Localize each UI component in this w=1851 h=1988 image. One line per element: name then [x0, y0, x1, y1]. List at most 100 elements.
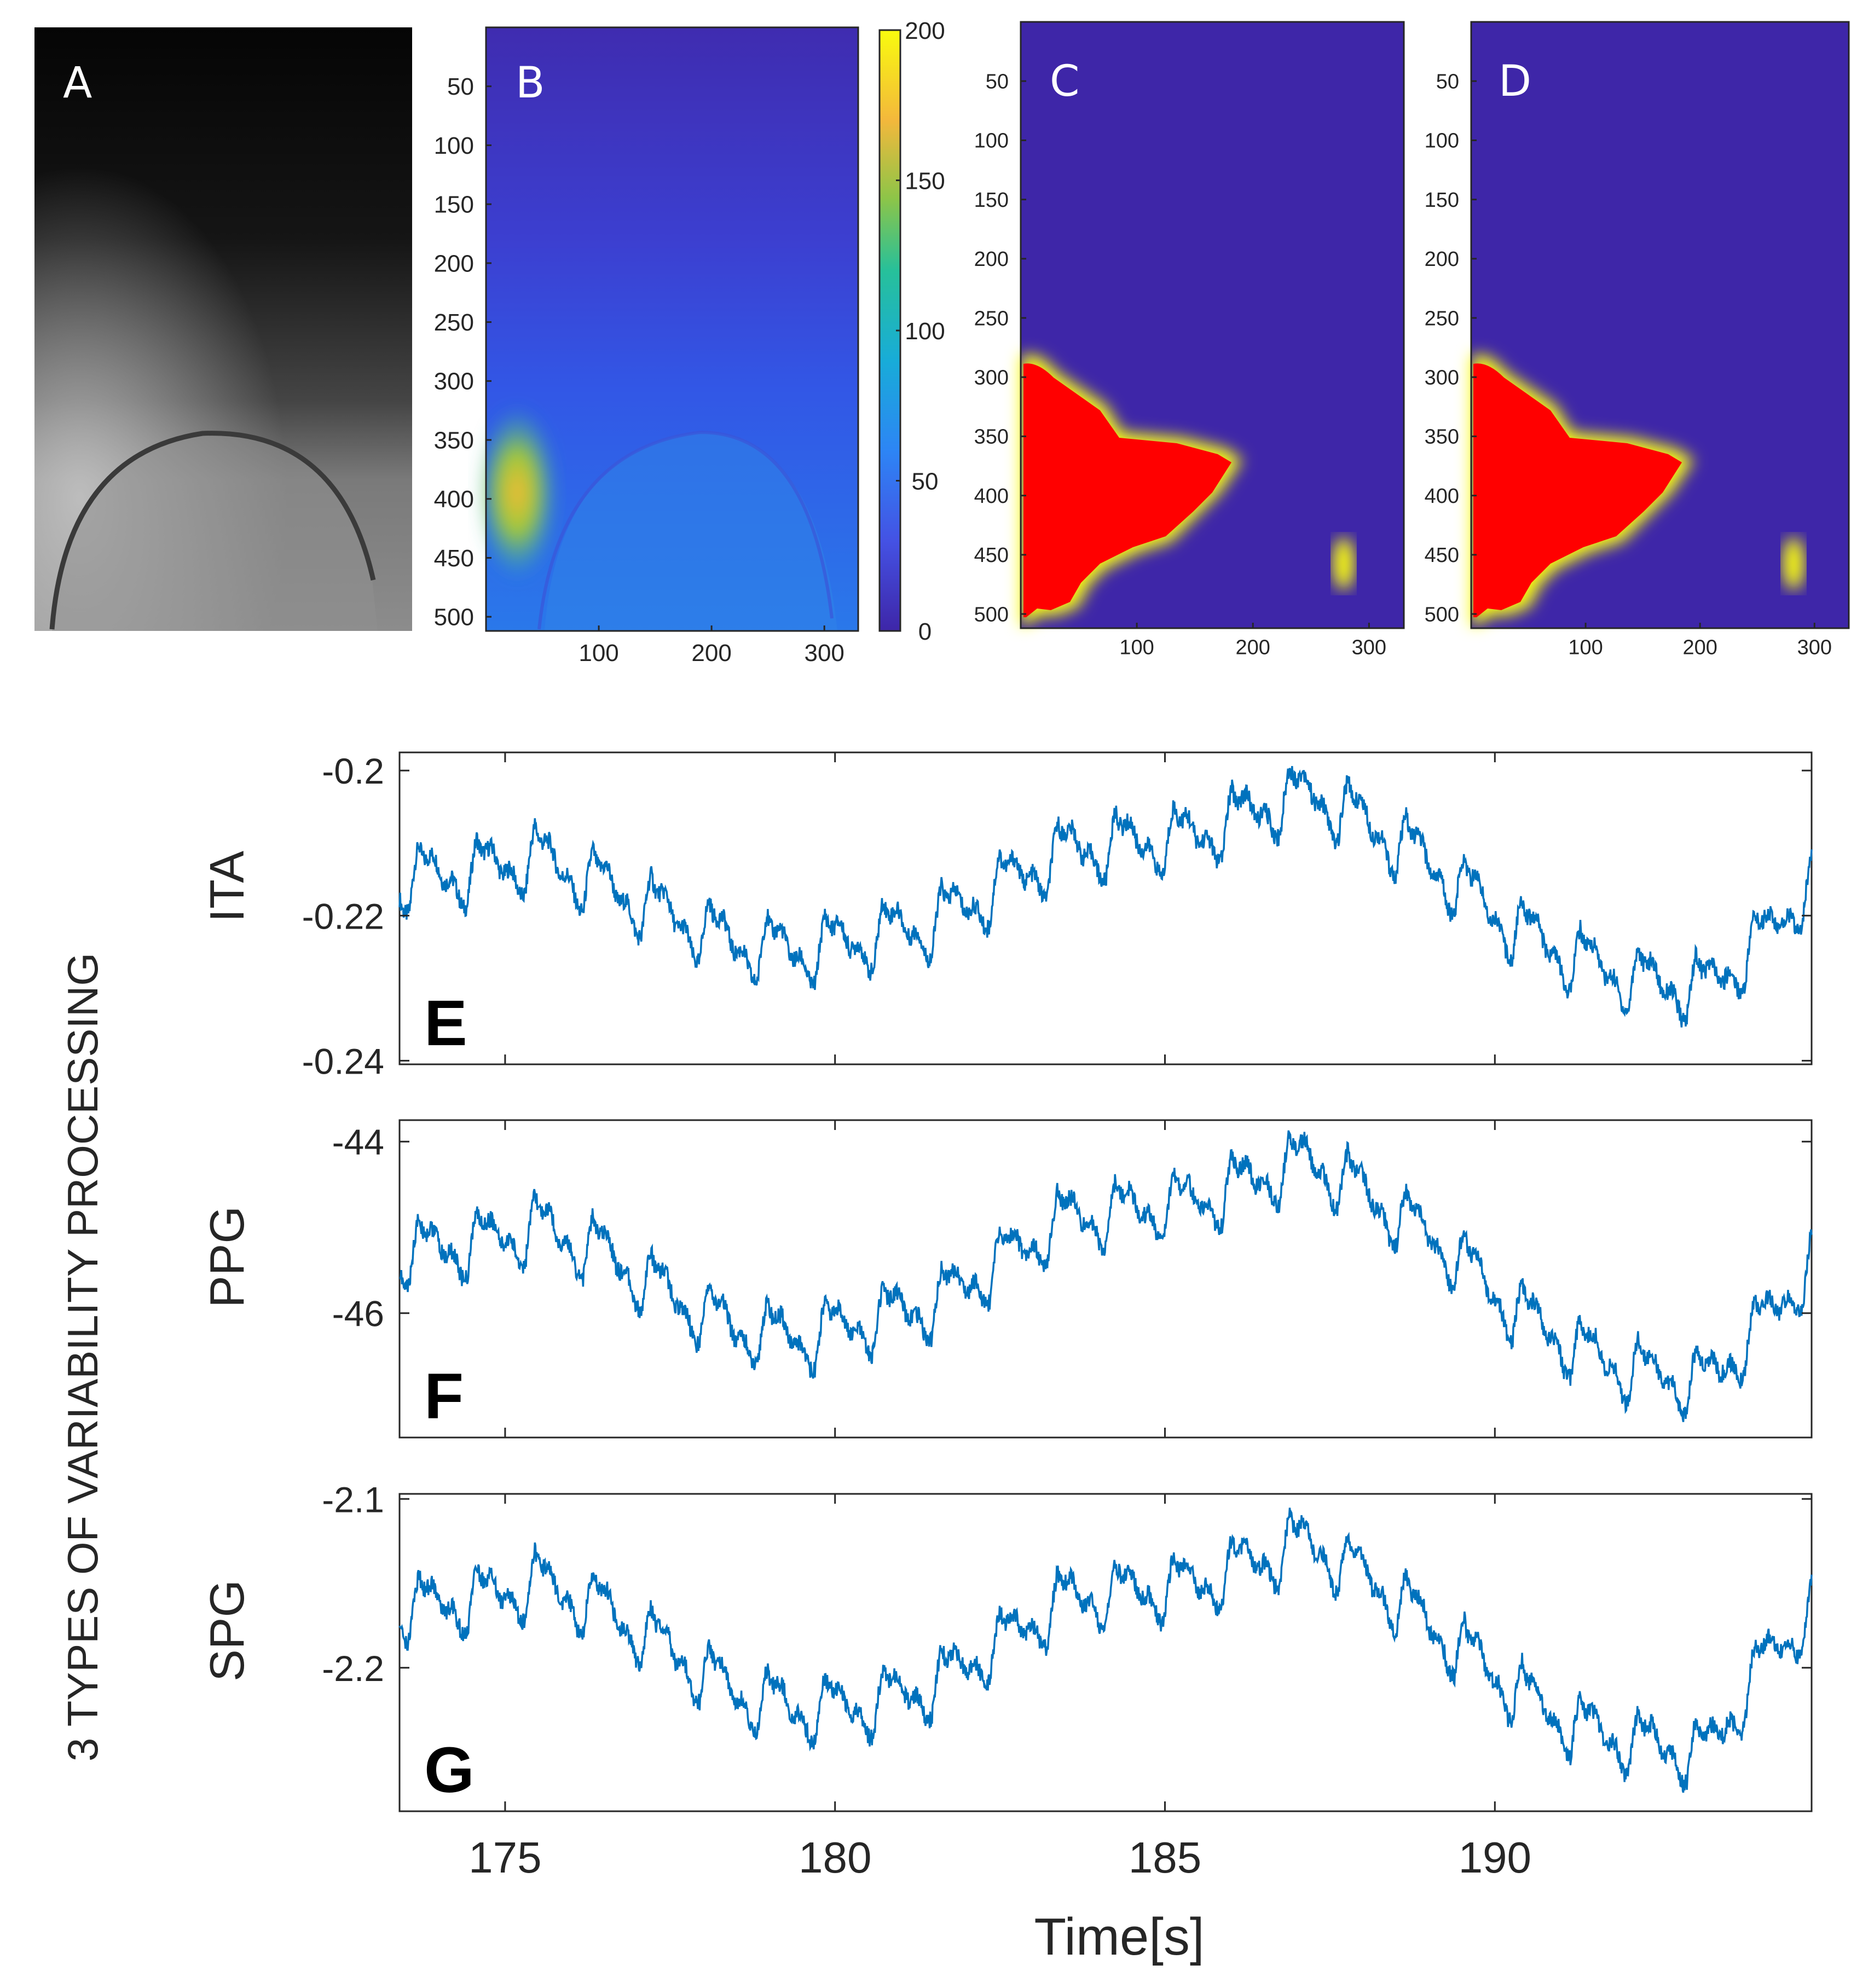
colorbar-tick-label: 150 [905, 168, 945, 195]
ytick-label: 100 [434, 132, 474, 159]
colorbar: 200 150 100 50 0 [878, 18, 945, 645]
panel-c-frame [1020, 21, 1405, 629]
xtick-label: 300 [804, 640, 844, 666]
panel-b-letter: B [516, 59, 545, 108]
panel-c-yticks: 50 100 150 200 250 300 350 400 450 500 [974, 71, 1026, 626]
xtick-label: 100 [579, 640, 618, 666]
panel-e-frame [398, 751, 1813, 1065]
ytick-label: 250 [1425, 307, 1459, 330]
panel-d: D 50 100 150 200 250 300 350 400 450 500 100 200 30… [1425, 21, 1850, 659]
line-panels: -0.2 -0.22 -0.24 ITA E -44 -46 PPG F -2.1 -2.2 SPG G… [200, 751, 1813, 1966]
ytick-label: 450 [434, 545, 474, 572]
panel-b-xticks: 100 200 300 [579, 625, 844, 666]
panel-g: -2.1 -2.2 SPG G 175 180 185 190 Time[s] [200, 1479, 1813, 1966]
panel-a: A [34, 27, 412, 631]
series-line-spg [398, 1508, 1813, 1793]
ytick-label: 50 [447, 73, 474, 100]
xtick-label: 180 [799, 1833, 871, 1882]
ytick-label: 400 [434, 486, 474, 513]
series-line-ppg [399, 1130, 1813, 1422]
panel-d-blob-core [1473, 363, 1682, 617]
ytick-label: 150 [434, 192, 474, 218]
ytick-label: 50 [1436, 71, 1459, 94]
panel-b: B 50 100 150 200 250 300 350 400 450 500 100 200 30… [434, 26, 859, 666]
panel-c-xticks: 100 200 300 [1119, 623, 1386, 659]
panel-e: -0.2 -0.22 -0.24 ITA E [200, 751, 1813, 1081]
xtick-label: 175 [468, 1833, 541, 1882]
ytick-label: 500 [1425, 603, 1459, 626]
series-line-ita [398, 766, 1813, 1028]
panel-d-yticks: 50 100 150 200 250 300 350 400 450 500 [1425, 71, 1477, 626]
colorbar-ticks: 200 150 100 50 0 [896, 18, 945, 645]
xtick-label: 300 [1352, 636, 1386, 659]
panel-b-hotspot [476, 405, 558, 580]
ytick-label: 200 [974, 248, 1009, 271]
ytick-label: 500 [974, 603, 1009, 626]
xtick-label: 200 [1236, 636, 1270, 659]
ytick-label: 100 [1425, 130, 1459, 153]
panel-f: -44 -46 PPG F [200, 1119, 1813, 1439]
ytick-label: 200 [1425, 248, 1459, 271]
ytick-label: -0.22 [302, 896, 384, 936]
ytick-label: 300 [1425, 367, 1459, 390]
xtick-label: 100 [1119, 636, 1154, 659]
panel-b-frame [485, 26, 859, 632]
ytick-label: 500 [434, 604, 474, 631]
colorbar-tick-label: 200 [905, 18, 945, 44]
y-axis-label: SPG [200, 1580, 254, 1682]
ytick-label: 250 [974, 307, 1009, 330]
panel-g-frame [398, 1493, 1813, 1812]
panel-c: C 50 100 150 200 250 300 350 400 450 500 100 200 30… [974, 21, 1405, 659]
ytick-label: -2.2 [322, 1648, 384, 1689]
panel-c-letter: C [1050, 57, 1079, 106]
panel-b-dome [545, 432, 837, 631]
panel-d-frame [1470, 21, 1850, 629]
ytick-label: 350 [434, 427, 474, 454]
panel-d-letter: D [1499, 57, 1531, 106]
xtick-label: 190 [1459, 1833, 1531, 1882]
ytick-label: 150 [1425, 189, 1459, 212]
colorbar-tick-label: 50 [912, 468, 939, 495]
panel-b-dome-edge [537, 430, 834, 630]
panel-a-letter: A [63, 59, 92, 108]
ytick-label: 400 [1425, 485, 1459, 508]
ytick-label: -0.2 [322, 751, 384, 791]
panel-letter: E [424, 987, 467, 1059]
ytick-label: 400 [974, 485, 1009, 508]
ytick-label: -44 [332, 1122, 384, 1162]
panel-f-frame [398, 1119, 1813, 1439]
ytick-label: 450 [974, 544, 1009, 567]
ytick-label: 300 [974, 367, 1009, 390]
xtick-label: 185 [1129, 1833, 1201, 1882]
ytick-label: 350 [1425, 426, 1459, 449]
ytick-label: 100 [974, 130, 1009, 153]
colorbar-tick-label: 100 [905, 318, 945, 345]
ytick-label: 350 [974, 426, 1009, 449]
panel-c-blob-core [1023, 363, 1231, 617]
ytick-label: 200 [434, 250, 474, 277]
xtick-label: 200 [691, 640, 731, 666]
y-axis-label: PPG [200, 1206, 254, 1308]
colorbar-tick-label: 0 [918, 618, 932, 645]
ytick-label: 150 [974, 189, 1009, 212]
panel-a-dome-edge [49, 431, 376, 630]
side-label: 3 TYPES OF VARIABILITY PROCESSING [59, 953, 107, 1761]
ytick-label: 250 [434, 309, 474, 336]
panel-b-yticks: 50 100 150 200 250 300 350 400 450 500 [434, 73, 491, 631]
panel-letter: F [424, 1360, 464, 1433]
ytick-label: 450 [1425, 544, 1459, 567]
panel-d-spot [1783, 537, 1804, 590]
ytick-label: 300 [434, 368, 474, 395]
ytick-label: -0.24 [302, 1041, 384, 1081]
panel-c-spot [1333, 537, 1355, 590]
ytick-label: -2.1 [322, 1479, 384, 1520]
panel-letter: G [424, 1734, 475, 1806]
xtick-label: 300 [1797, 636, 1832, 659]
xtick-label: 200 [1682, 636, 1717, 659]
panel-d-xticks: 100 200 300 [1568, 623, 1832, 659]
xtick-label: 100 [1568, 636, 1603, 659]
ytick-label: 50 [986, 71, 1009, 94]
panel-a-dome [52, 432, 378, 631]
ytick-label: -46 [332, 1294, 384, 1334]
